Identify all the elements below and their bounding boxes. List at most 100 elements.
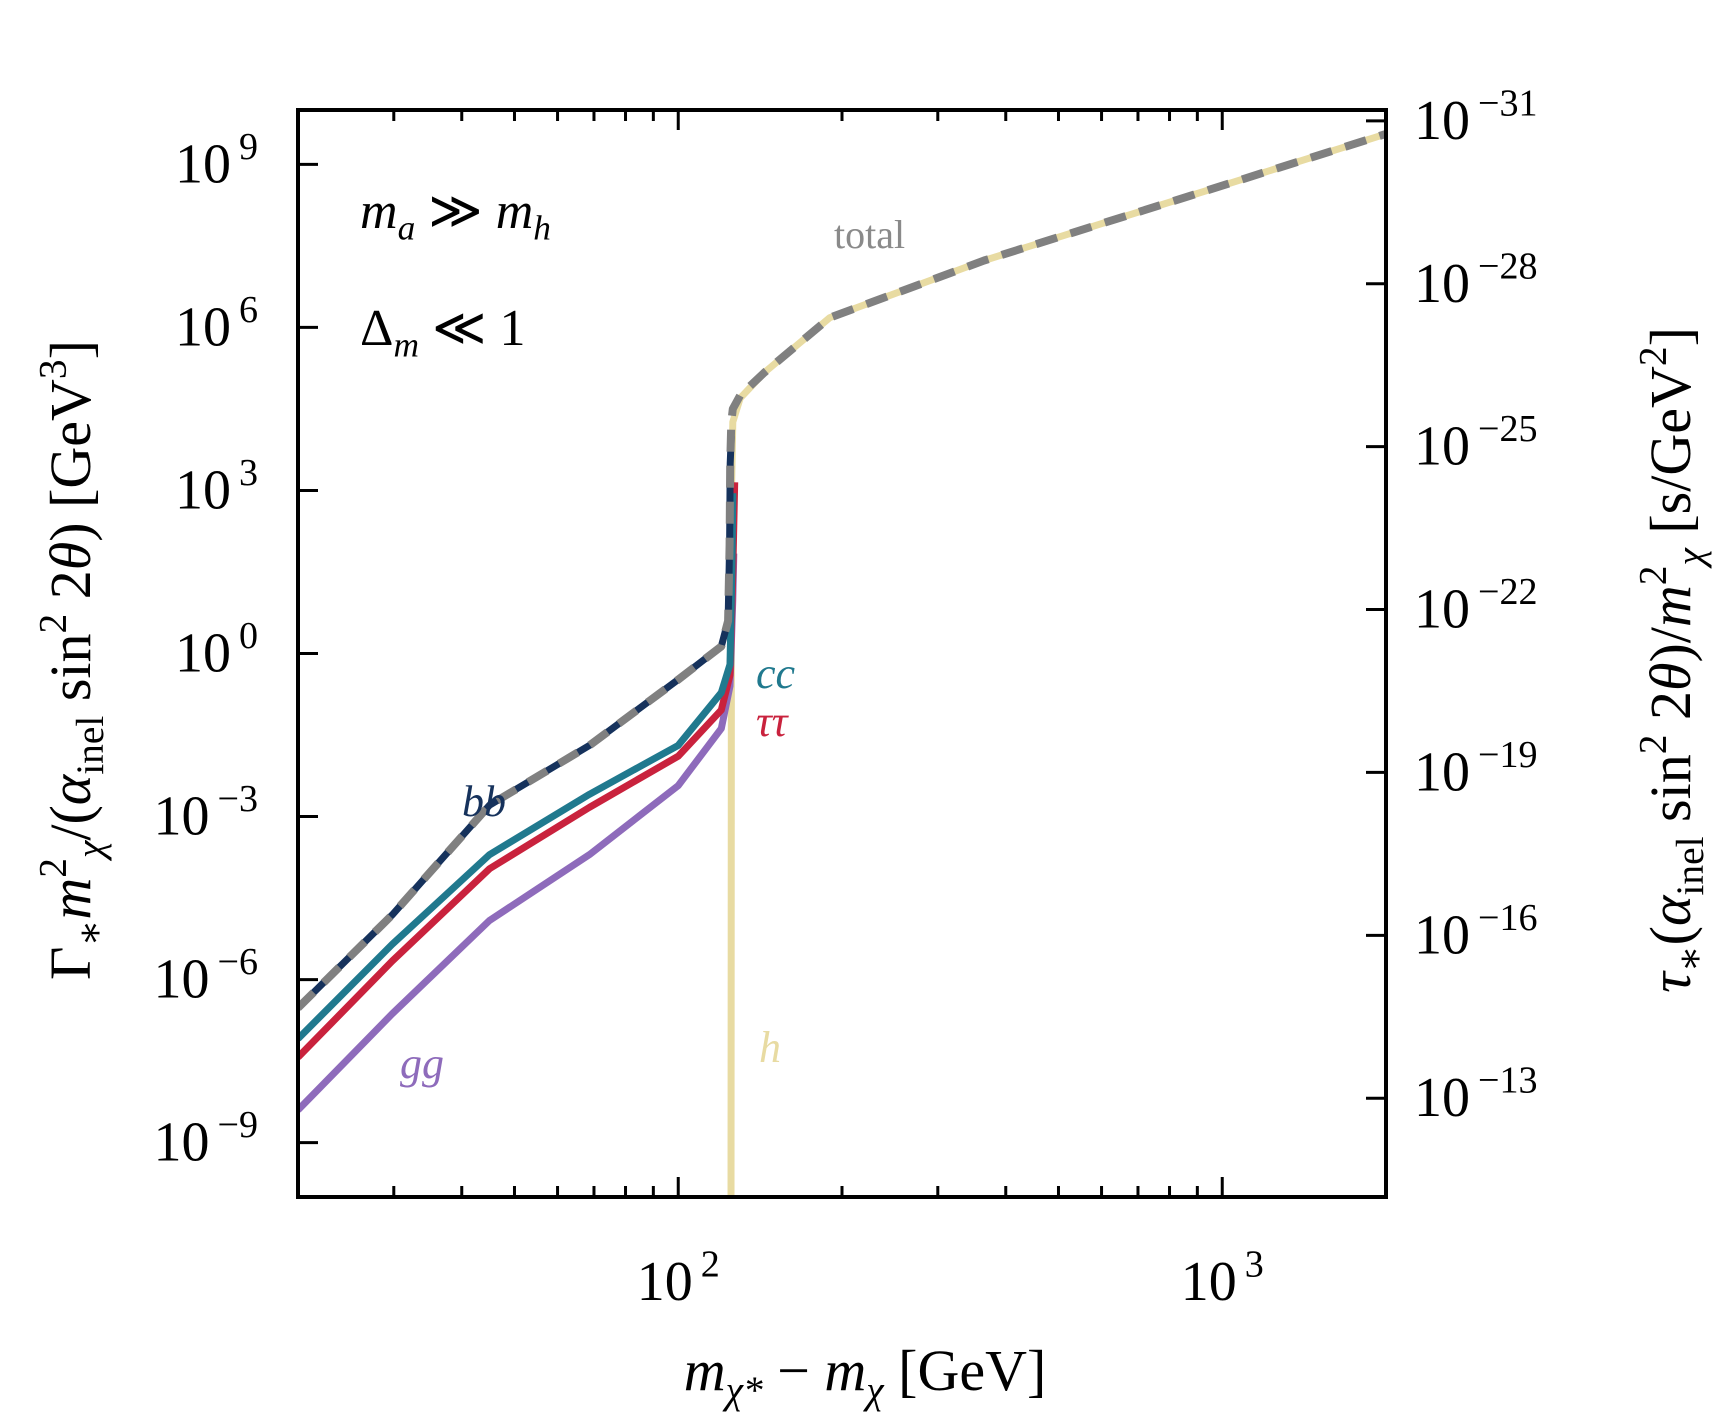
y-axis-label-part: ) [GeV [38,379,103,542]
y-right-tick-label-part: −28 [1478,245,1538,287]
y-tick-label-part: 6 [239,289,258,331]
y-tick-label-part: −3 [217,778,258,820]
x-axis-label-part: m [824,1338,866,1403]
y-right-tick-label: 10 −28 [1414,245,1538,315]
y-tick-label: 10 0 [175,615,258,685]
y-tick-label: 10 9 [175,126,258,196]
y-tick-label-part: 10 [153,786,209,848]
annotation-mass-hierarchy-part: m [496,183,534,240]
y-right-axis-label-part: ] [1638,327,1703,346]
y-right-tick-label-part: −13 [1478,1060,1538,1102]
texts: mχ* − mχ [GeV]Γ∗m2χ/(αinel sin2 2θ) [GeV… [31,183,1712,1412]
y-tick-label: 10 3 [175,452,258,522]
annotation-mass-hierarchy-part: a [398,207,416,247]
y-right-tick-label: 10 −13 [1414,1060,1538,1130]
y-right-tick-label: 10 −31 [1414,82,1538,152]
y-right-tick-label-part: 10 [1414,1067,1470,1129]
y-right-axis-label-part: χ [1668,546,1712,569]
y-tick-label-part: 10 [175,623,231,685]
y-right-tick-label-part: −19 [1478,734,1538,776]
y-right-tick-label: 10 −25 [1414,408,1538,478]
series-label-bb: bb [462,777,506,826]
x-tick-label: 10 2 [637,1243,720,1313]
y-axis-label: Γ∗m2χ/(αinel sin2 2θ) [GeV3] [31,340,112,980]
y-right-axis-label-part: 2 [1631,346,1675,366]
y-right-tick-label-part: −25 [1478,408,1538,450]
x-tick-label-part: 2 [701,1243,720,1285]
x-axis-label: mχ* − mχ [GeV] [684,1338,1047,1412]
series-gg-line [298,553,738,1113]
y-axis-label-part: 2 [38,570,103,614]
y-right-axis-label-part: 2 [1638,691,1703,735]
y-right-axis-label-part: m [1638,585,1703,627]
series-h-line [727,130,1386,1197]
y-axis-label-part: m [38,878,103,920]
series-label-gg: gg [400,1039,444,1088]
y-axis-label-part: 2 [31,858,75,878]
y-right-tick-label-part: 10 [1414,904,1470,966]
y-right-tick-label: 10 −19 [1414,734,1538,804]
y-right-tick-label-part: 10 [1414,253,1470,315]
y-right-axis-label-part: 2 [1631,565,1675,585]
y-axis-label-part: α [38,773,103,805]
y-right-axis-label-part: ∗ [1668,945,1712,972]
y-right-axis-label-part: sin [1638,754,1703,836]
y-axis-label-part: χ [68,839,112,862]
series-label-total: total [834,212,905,257]
x-tick-label-part: 10 [1181,1251,1237,1313]
annotation-mass-splitting-part: m [393,324,419,364]
y-right-axis-label-part: [s/GeV [1638,366,1703,548]
y-tick-label-part: 10 [175,459,231,521]
series-label-ττ: ττ [756,697,790,746]
series-bb-line [298,435,735,1011]
y-tick-label-part: 9 [239,126,258,168]
y-axis-label-part: ] [38,340,103,359]
y-axis-label-part: /( [38,805,103,840]
x-axis-label-part: [GeV] [884,1338,1047,1403]
y-axis-label-part: 3 [31,359,75,379]
x-tick-label-part: 10 [637,1251,693,1313]
y-tick-label: 10 −9 [153,1104,258,1174]
y-tick-label-part: 10 [175,133,231,195]
x-tick-label-part: 3 [1245,1243,1264,1285]
y-axis-label-part: sin [38,633,103,715]
y-right-axis-label: τ∗(αinel sin2 2θ)/m2χ [s/GeV2] [1631,327,1712,993]
y-right-axis-label-part: inel [1668,836,1712,895]
plot-frame [296,108,1388,1199]
y-tick-label: 10 6 [175,289,258,359]
y-tick-label-part: 3 [239,452,258,494]
y-right-axis-label-part: ( [1638,926,1703,945]
y-right-axis-label-part: 2 [1631,735,1675,755]
y-tick-label-part: −6 [217,941,258,983]
annotation-mass-splitting-part: ≪ 1 [419,300,525,357]
y-right-tick-label-part: −16 [1478,897,1538,939]
y-right-tick-label: 10 −16 [1414,897,1538,967]
y-right-tick-label-part: 10 [1414,741,1470,803]
y-axis-label-part: ∗ [68,920,112,947]
series-total-line [298,130,1386,1011]
y-right-axis-label-part: τ [1638,970,1703,993]
annotation-mass-hierarchy-part: m [360,183,398,240]
y-tick-label: 10 −6 [153,941,258,1011]
y-axis-label-part: inel [68,716,112,775]
y-tick-label-part: 0 [239,615,258,657]
y-axis-label-part: 2 [31,614,75,634]
y-tick-label-part: 10 [175,296,231,358]
y-right-tick-label-part: −22 [1478,571,1538,613]
y-right-tick-label-part: 10 [1414,416,1470,478]
y-tick-label-part: 10 [153,949,209,1011]
y-axis-label-part: Γ [38,946,103,980]
x-axis-label-part: χ [862,1368,885,1412]
annotation-mass-splitting: Δm ≪ 1 [360,300,525,364]
y-right-axis-label-part: α [1638,894,1703,926]
series-label-cc: cc [756,649,796,698]
series-label-h: h [759,1023,781,1072]
x-axis-label-part: m [684,1338,726,1403]
y-right-tick-label: 10 −22 [1414,571,1538,641]
x-axis-label-part: − [763,1338,825,1403]
y-right-axis-label-part: )/ [1638,626,1703,662]
y-right-tick-label-part: 10 [1414,579,1470,641]
x-axis-label-part: χ* [722,1368,763,1412]
